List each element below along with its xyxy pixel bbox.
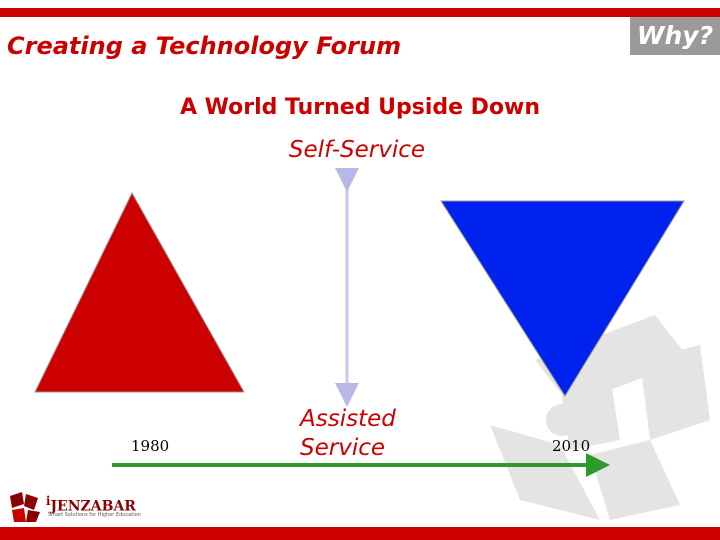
jenzabar-logo: iJENZABAR Smart Solutions for Higher Edu… — [8, 492, 143, 524]
year-end-label: 2010 — [552, 437, 591, 455]
logo-wordmark: iJENZABAR — [46, 494, 136, 515]
logo-name: JENZABAR — [50, 498, 136, 515]
top-accent-bar — [0, 8, 720, 17]
assisted-service-label: Assisted Service — [300, 405, 396, 463]
blue-inverted-triangle — [440, 200, 685, 397]
watermark-logo — [490, 315, 710, 520]
diagram-subtitle: A World Turned Upside Down — [179, 95, 541, 120]
why-badge: Why? — [630, 17, 720, 55]
slide-title: Creating a Technology Forum — [7, 32, 402, 60]
bottom-accent-bar — [0, 527, 720, 540]
assisted-line-2: Service — [300, 435, 386, 461]
logo-prefix: i — [46, 494, 51, 508]
assisted-line-1: Assisted — [300, 406, 396, 432]
jenzabar-emblem-icon — [10, 492, 40, 522]
logo-tagline: Smart Solutions for Higher Education — [48, 512, 141, 518]
year-start-label: 1980 — [131, 437, 170, 455]
red-triangle — [34, 191, 245, 393]
self-service-label: Self-Service — [288, 137, 426, 163]
